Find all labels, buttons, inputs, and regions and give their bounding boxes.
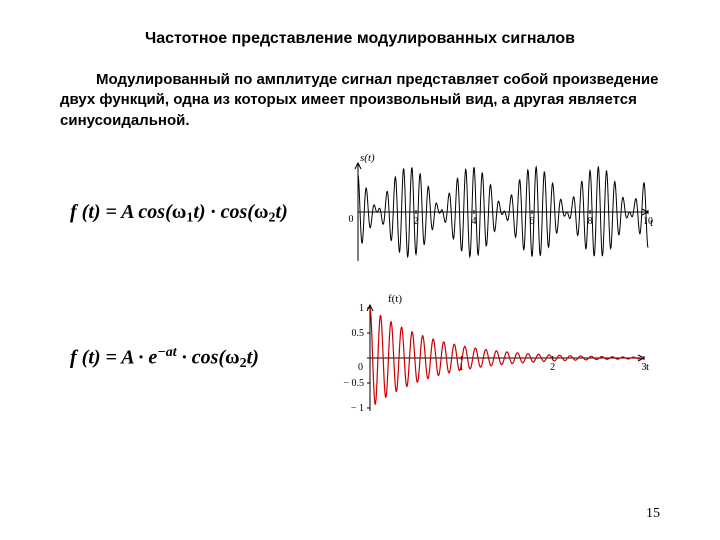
- svg-text:f(t): f(t): [388, 293, 402, 305]
- chart-2-container: f(t)− 1− 0.50.510123t: [330, 289, 660, 429]
- intro-paragraph-text: Модулированный по амплитуде сигнал предс…: [60, 71, 658, 129]
- slide-page: Частотное представление модулированных с…: [0, 0, 720, 540]
- svg-text:0.5: 0.5: [352, 328, 365, 339]
- svg-text:0: 0: [349, 214, 354, 225]
- chart-2: f(t)− 1− 0.50.510123t: [330, 289, 660, 429]
- svg-text:− 0.5: − 0.5: [343, 378, 364, 389]
- svg-text:0: 0: [358, 362, 363, 373]
- slide-title: Частотное представление модулированных с…: [60, 30, 660, 48]
- row-2: f (t) = A · e−at · cos(ω2t) f(t) − 1 − 0.5…: [60, 289, 660, 429]
- formula-2: f (t) = A · e−at · cos(ω2t): [60, 345, 259, 372]
- svg-text:− 1: − 1: [351, 403, 364, 414]
- svg-text:2: 2: [550, 362, 555, 373]
- intro-paragraph: Модулированный по амплитуде сигнал предс…: [60, 70, 660, 131]
- row-1: f (t) = A cos(ω1t) · cos(ω2t) s(t)024681…: [60, 149, 660, 279]
- chart-1: s(t)0246810t: [330, 149, 660, 279]
- formula-1: f (t) = A cos(ω1t) · cos(ω2t): [60, 201, 288, 227]
- svg-text:t: t: [646, 361, 649, 373]
- svg-text:t: t: [650, 217, 653, 229]
- page-number: 15: [646, 506, 660, 522]
- svg-text:s(t): s(t): [360, 152, 375, 164]
- chart-1-container: s(t)0246810t: [330, 149, 660, 279]
- svg-text:1: 1: [359, 303, 364, 314]
